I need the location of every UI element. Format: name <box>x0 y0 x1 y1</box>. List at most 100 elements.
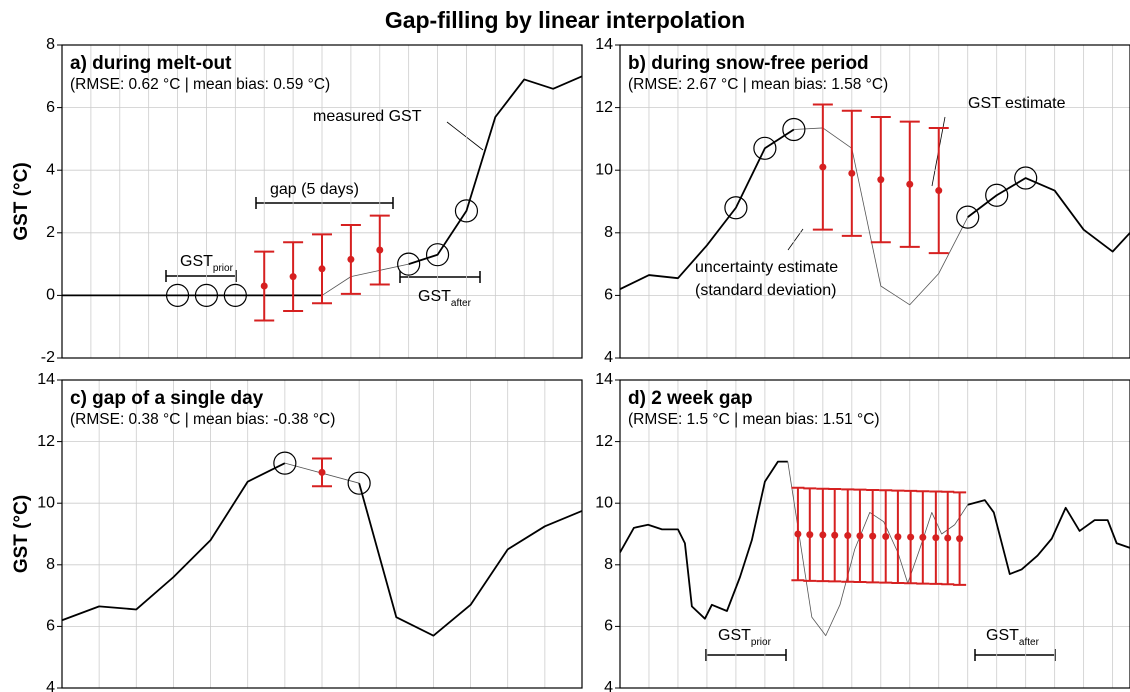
marker <box>956 205 980 229</box>
annotation-text: GST <box>718 627 751 644</box>
plot-area <box>620 460 1130 637</box>
annotation: GSTprior <box>180 253 234 273</box>
y-tick-label: 12 <box>37 433 55 450</box>
y-tick-label: 6 <box>46 99 55 116</box>
panel-subtitle: (RMSE: 2.67 °C | mean bias: 1.58 °C) <box>628 76 888 93</box>
annotation-subscript: prior <box>213 263 234 274</box>
marker <box>347 471 371 495</box>
panel-subtitle: (RMSE: 0.38 °C | mean bias: -0.38 °C) <box>70 411 335 428</box>
y-tick-label: 4 <box>604 679 613 692</box>
plot-area <box>620 103 1130 306</box>
annotation: measured GST <box>313 108 422 125</box>
line <box>358 482 582 637</box>
estimate-point <box>289 273 297 281</box>
panel-title: b) during snow-free period <box>628 53 869 74</box>
estimate-point <box>856 532 864 540</box>
annotation: gap (5 days) <box>270 181 359 198</box>
plot-area <box>62 75 582 322</box>
marker <box>1014 166 1038 190</box>
panel-subtitle: (RMSE: 0.62 °C | mean bias: 0.59 °C) <box>70 76 330 93</box>
y-tick-label: 6 <box>46 618 55 635</box>
estimate-point <box>844 532 852 540</box>
estimate-point <box>794 530 802 538</box>
y-tick-label: 8 <box>46 556 55 573</box>
y-tick-label: 0 <box>46 287 55 304</box>
marker <box>782 117 806 142</box>
panel: 4 6 8 10 12 14 b) during snow-free period (RMSE… <box>595 36 1130 366</box>
y-tick-label: 6 <box>604 618 613 635</box>
marker <box>194 283 219 307</box>
marker <box>454 199 479 223</box>
y-axis-label: GST (°C) <box>11 495 32 573</box>
estimate-point <box>919 533 927 541</box>
annotation-subscript: prior <box>751 637 772 648</box>
y-tick-label: 12 <box>595 99 613 116</box>
estimate-point <box>806 531 814 539</box>
panel-title: d) 2 week gap <box>628 388 753 409</box>
estimate-point <box>869 532 877 540</box>
marker <box>223 283 247 307</box>
figure-title: Gap-filling by linear interpolation <box>385 7 745 33</box>
line <box>408 75 582 265</box>
line <box>787 461 969 637</box>
panel-frame <box>61 379 583 689</box>
panel: -2 0 2 4 6 8 a) during melt-out (RMSE: 0.62 °C … <box>11 36 583 366</box>
annotation: GST estimate <box>968 95 1066 112</box>
annotation-text: GST <box>180 253 213 270</box>
marker <box>273 451 297 475</box>
line <box>62 462 286 622</box>
y-tick-label: 8 <box>46 36 55 53</box>
estimate-point <box>819 531 827 539</box>
y-tick-label: 14 <box>37 371 55 388</box>
panel-frame <box>619 379 1130 689</box>
line <box>620 460 788 620</box>
annotation-subscript: after <box>451 298 472 309</box>
annotation-subscript: after <box>1019 637 1040 648</box>
estimate-point <box>944 534 952 542</box>
y-tick-label: 14 <box>595 36 613 53</box>
y-axis-label: GST (°C) <box>11 162 32 240</box>
annotation: GSTprior <box>718 627 772 647</box>
marker <box>724 196 748 220</box>
panel-frame <box>619 44 1130 359</box>
estimate-point <box>848 169 856 177</box>
line <box>967 177 1130 253</box>
estimate-point <box>956 535 964 543</box>
y-tick-label: 8 <box>604 556 613 573</box>
line <box>967 499 1130 575</box>
marker <box>425 243 450 267</box>
panel-subtitle: (RMSE: 1.5 °C | mean bias: 1.51 °C) <box>628 411 880 428</box>
estimate-point <box>318 468 326 476</box>
panel-title: a) during melt-out <box>70 53 232 74</box>
y-tick-label: 4 <box>604 349 613 366</box>
annotation-marks <box>165 116 1056 661</box>
estimate-point <box>906 180 914 188</box>
line <box>620 128 795 290</box>
estimate-point <box>877 176 885 184</box>
estimate-point <box>894 533 902 541</box>
y-tick-label: 6 <box>604 287 613 304</box>
estimate-point <box>882 532 890 540</box>
panel-frame <box>61 44 583 359</box>
panel: 4 6 8 10 12 14 c) gap of a single day (RMSE: 0.… <box>11 371 583 692</box>
marker <box>753 136 777 160</box>
marker <box>985 183 1009 207</box>
y-tick-label: 14 <box>595 371 613 388</box>
line <box>321 263 409 296</box>
estimate-point <box>932 534 940 542</box>
estimate-point <box>819 163 827 171</box>
estimate-point <box>935 187 943 195</box>
y-tick-label: -2 <box>41 349 55 366</box>
y-tick-label: 10 <box>595 494 613 511</box>
y-tick-label: 8 <box>604 224 613 241</box>
panel-title: c) gap of a single day <box>70 388 264 409</box>
annotation: GSTafter <box>986 627 1040 647</box>
estimate-point <box>831 531 839 539</box>
y-tick-label: 4 <box>46 679 55 692</box>
marker <box>397 252 421 276</box>
annotation: uncertainty estimate <box>695 259 838 276</box>
panel: 4 6 8 10 12 14 d) 2 week gap (RMSE: 1.5 °C | me… <box>595 371 1130 692</box>
annotation: (standard deviation) <box>695 282 836 299</box>
